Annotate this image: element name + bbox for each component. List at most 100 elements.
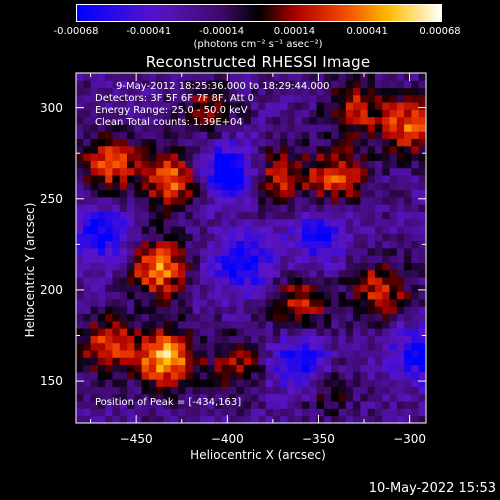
heatmap-cell	[353, 357, 361, 366]
heatmap-cell	[192, 124, 201, 132]
heatmap-cell	[411, 364, 420, 373]
heatmap-cell	[141, 379, 150, 387]
heatmap-cell	[389, 109, 398, 118]
heatmap-cell	[214, 255, 223, 263]
heatmap-cell	[199, 262, 208, 271]
heatmap-cell	[156, 109, 164, 118]
heatmap-cell	[148, 408, 157, 417]
heatmap-cell	[345, 218, 354, 227]
heatmap-cell	[221, 269, 230, 278]
heatmap-cell	[396, 277, 405, 285]
heatmap-cell	[374, 335, 383, 344]
heatmap-cell	[323, 131, 332, 140]
heatmap-cell	[221, 145, 230, 154]
heatmap-cell	[418, 109, 427, 118]
heatmap-cell	[236, 401, 245, 409]
heatmap-cell	[127, 415, 135, 424]
heatmap-cell	[396, 408, 405, 417]
heatmap-cell	[105, 175, 113, 183]
heatmap-cell	[382, 102, 390, 110]
heatmap-cell	[170, 313, 179, 322]
heatmap-cell	[112, 196, 121, 205]
heatmap-cell	[294, 94, 303, 103]
heatmap-cell	[134, 145, 143, 154]
heatmap-cell	[294, 255, 303, 263]
heatmap-cell	[411, 350, 420, 358]
heatmap-cell	[353, 386, 361, 395]
heatmap-cell	[83, 255, 91, 263]
heatmap-cell	[367, 160, 376, 169]
heatmap-cell	[178, 189, 186, 198]
heatmap-cell	[199, 408, 208, 417]
heatmap-cell	[148, 328, 157, 336]
heatmap-cell	[258, 401, 266, 409]
heatmap-cell	[418, 386, 427, 395]
heatmap-cell	[83, 131, 91, 140]
heatmap-cell	[221, 233, 230, 242]
heatmap-cell	[353, 415, 361, 424]
heatmap-cell	[382, 386, 390, 395]
heatmap-cell	[163, 153, 172, 161]
heatmap-cell	[251, 284, 259, 293]
heatmap-cell	[105, 313, 113, 322]
heatmap-cell	[374, 196, 383, 205]
heatmap-cell	[272, 131, 281, 140]
heatmap-cell	[389, 306, 398, 315]
heatmap-cell	[83, 415, 91, 424]
heatmap-cell	[207, 189, 215, 198]
heatmap-cell	[323, 109, 332, 118]
heatmap-cell	[331, 306, 339, 315]
heatmap-cell	[404, 73, 412, 81]
heatmap-cell	[105, 87, 113, 96]
heatmap-cell	[148, 109, 157, 118]
heatmap-cell	[199, 160, 208, 169]
heatmap-cell	[316, 145, 325, 154]
heatmap-cell	[163, 160, 172, 169]
heatmap-cell	[141, 328, 150, 336]
heatmap-cell	[199, 131, 208, 140]
heatmap-cell	[134, 226, 143, 234]
heatmap-cell	[112, 291, 121, 300]
heatmap-cell	[170, 386, 179, 395]
heatmap-cell	[134, 357, 143, 366]
heatmap-cell	[156, 248, 164, 256]
heatmap-cell	[97, 153, 106, 161]
heatmap-cell	[185, 262, 194, 271]
heatmap-cell	[163, 145, 172, 154]
heatmap-cell	[243, 124, 252, 132]
heatmap-cell	[302, 124, 310, 132]
heatmap-cell	[178, 299, 186, 307]
heatmap-cell	[83, 306, 91, 315]
heatmap-cell	[236, 291, 245, 300]
heatmap-cell	[229, 94, 237, 103]
heatmap-cell	[134, 386, 143, 395]
heatmap-cell	[389, 196, 398, 205]
heatmap-cell	[214, 160, 223, 169]
heatmap-cell	[127, 335, 135, 344]
heatmap-cell	[316, 131, 325, 140]
heatmap-cell	[178, 138, 186, 147]
heatmap-cell	[170, 299, 179, 307]
heatmap-cell	[309, 306, 318, 315]
heatmap-cell	[367, 408, 376, 417]
heatmap-cell	[221, 124, 230, 132]
heatmap-cell	[338, 371, 347, 380]
heatmap-cell	[214, 291, 223, 300]
heatmap-cell	[251, 218, 259, 227]
heatmap-cell	[280, 350, 288, 358]
heatmap-cell	[236, 218, 245, 227]
heatmap-cell	[156, 357, 164, 366]
heatmap-cell	[338, 233, 347, 242]
heatmap-cell	[294, 262, 303, 271]
heatmap-cell	[112, 138, 121, 147]
heatmap-cell	[272, 226, 281, 234]
heatmap-cell	[396, 182, 405, 191]
heatmap-cell	[418, 145, 427, 154]
heatmap-cell	[185, 299, 194, 307]
heatmap-cell	[360, 255, 369, 263]
heatmap-cell	[418, 131, 427, 140]
heatmap-cell	[418, 189, 427, 198]
heatmap-cell	[141, 386, 150, 395]
heatmap-cell	[411, 73, 420, 81]
heatmap-cell	[418, 342, 427, 351]
